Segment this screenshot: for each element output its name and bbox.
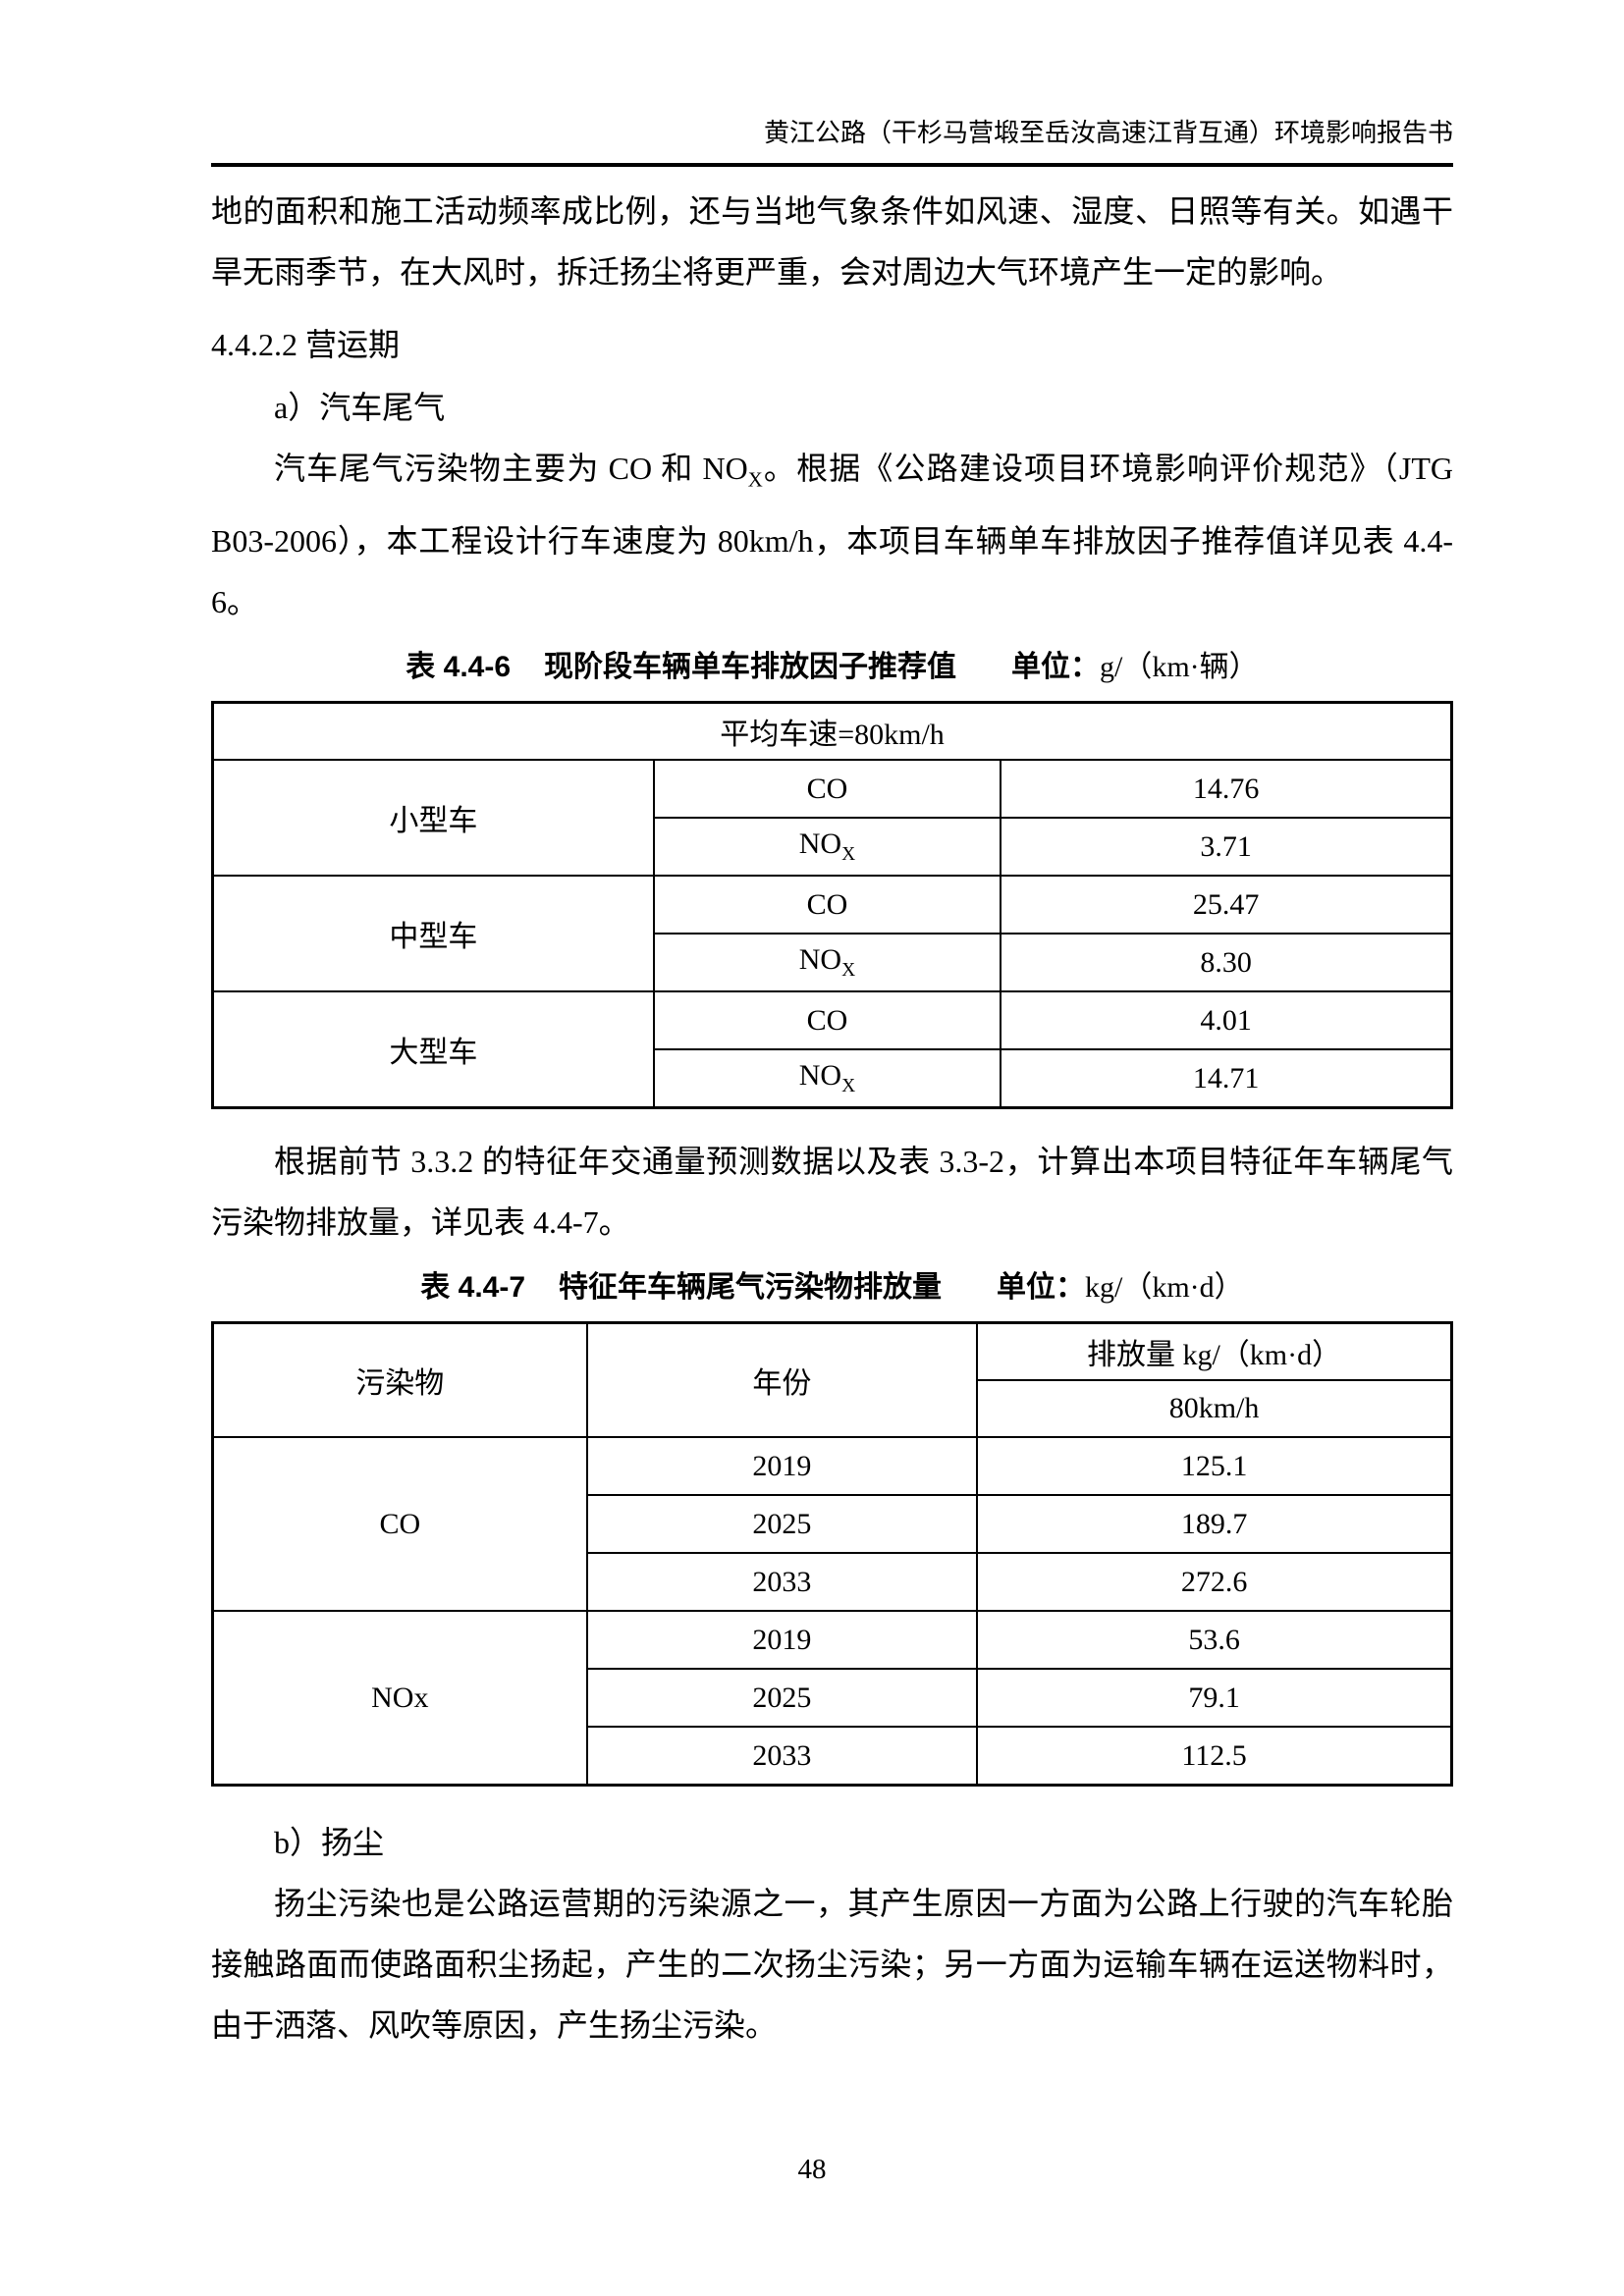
nox-label-base: NO — [798, 943, 842, 977]
year-cell: 2025 — [585, 1494, 979, 1555]
paragraph-exhaust-part1: 汽车尾气污染物主要为 CO 和 NO — [274, 451, 748, 486]
year-cell: 2019 — [585, 1610, 979, 1671]
table-4-4-6: 平均车速=80km/h 小型车 CO 14.76 NOX 3.71 中型车 CO… — [211, 701, 1453, 1110]
page-content: 黄江公路（干杉马营塅至岳汝高速江背互通）环境影响报告书 地的面积和施工活动频率成… — [211, 0, 1453, 2056]
table-row: 2033 272.6 — [213, 1552, 1453, 1613]
pollutant-nox-cell: NOX — [652, 933, 1002, 993]
running-header: 黄江公路（干杉马营塅至岳汝高速江背互通）环境影响报告书 — [211, 0, 1453, 167]
vehicle-large-cell: 大型车 — [211, 990, 655, 1109]
table-row: NOX 14.71 — [213, 1048, 1453, 1109]
pollutant-co-cell: CO — [652, 759, 1002, 820]
table-row: 大型车 CO 4.01 — [211, 990, 1453, 1109]
value-cell: 79.1 — [976, 1668, 1453, 1729]
table-447-unit-label: 单位： — [997, 1271, 1086, 1305]
vehicle-small-cell: 小型车 — [211, 759, 655, 878]
section-heading-4-4-2-2: 4.4.2.2 营运期 — [211, 327, 401, 362]
value-cell: 3.71 — [1000, 817, 1453, 878]
paragraph-continuation: 地的面积和施工活动频率成比例，还与当地气象条件如风速、湿度、日照等有关。如遇干旱… — [211, 193, 1453, 290]
table-446-caption-label: 表 4.4-6 — [406, 651, 512, 684]
table-447-header-row2: 80km/h — [213, 1379, 1453, 1439]
value-cell: 189.7 — [976, 1494, 1453, 1555]
pollutant-nox-cell: NOX — [652, 1048, 1002, 1109]
paragraph-traffic: 根据前节 3.3.2 的特征年交通量预测数据以及表 3.3-2，计算出本项目特征… — [211, 1144, 1453, 1241]
col-header-year: 年份 — [585, 1321, 979, 1439]
table-row: CO 2019 125.1 — [211, 1436, 1453, 1613]
year-cell: 2033 — [585, 1726, 979, 1787]
value-cell: 4.01 — [1000, 990, 1453, 1051]
table-447-header-row: 污染物 年份 排放量 kg/（km·d） — [211, 1321, 1453, 1439]
table-4-4-7: 污染物 年份 排放量 kg/（km·d） 80km/h CO 2019 125.… — [211, 1321, 1453, 1788]
table-row: 2033 112.5 — [213, 1726, 1453, 1787]
table-447-caption-title: 特征年车辆尾气污染物排放量 — [559, 1271, 943, 1305]
table-row: NOx 2019 53.6 — [211, 1610, 1453, 1787]
table-row: NOX 3.71 — [213, 817, 1453, 878]
nox-label-sub: X — [841, 844, 856, 866]
pollutant-nox-group-cell: NOx — [211, 1610, 588, 1787]
pollutant-co-cell: CO — [652, 990, 1002, 1051]
table-447-unit-value: kg/（km·d） — [1085, 1271, 1244, 1305]
table-446-speed-header: 平均车速=80km/h — [211, 701, 1453, 762]
col-header-emission: 排放量 kg/（km·d） — [976, 1321, 1453, 1382]
value-cell: 272.6 — [976, 1552, 1453, 1613]
table-row: 中型车 CO 25.47 — [211, 875, 1453, 993]
value-cell: 112.5 — [976, 1726, 1453, 1787]
table-446-unit-value: g/（km·辆） — [1100, 651, 1259, 684]
nox-label-base: NO — [798, 1059, 842, 1093]
paragraph-exhaust-part2: 。根据《公路建设项目环境影响评价规范》（JTG B03-2006），本工程设计行… — [211, 451, 1453, 620]
year-cell: 2033 — [585, 1552, 979, 1613]
table-446-caption: 表 4.4-6 现阶段车辆单车排放因子推荐值 单位：g/（km·辆） — [211, 646, 1453, 689]
table-row: NOX 8.30 — [213, 933, 1453, 993]
table-446-unit-label: 单位： — [1011, 651, 1101, 684]
col-header-pollutant: 污染物 — [211, 1321, 588, 1439]
nox-subscript: X — [747, 468, 763, 492]
year-cell: 2019 — [585, 1436, 979, 1497]
year-cell: 2025 — [585, 1668, 979, 1729]
pollutant-nox-cell: NOX — [652, 817, 1002, 878]
table-446-caption-title: 现阶段车辆单车排放因子推荐值 — [544, 651, 957, 684]
paragraph-dust: 扬尘污染也是公路运营期的污染源之一，其产生原因一方面为公路上行驶的汽车轮胎接触路… — [211, 1886, 1453, 2044]
nox-label-sub: X — [841, 1076, 856, 1097]
page-number: 48 — [797, 2154, 827, 2185]
col-header-speed: 80km/h — [976, 1379, 1453, 1439]
pollutant-co-group-cell: CO — [211, 1436, 588, 1613]
table-446-header-row: 平均车速=80km/h — [211, 701, 1453, 762]
table-447-caption-label: 表 4.4-7 — [420, 1271, 526, 1305]
nox-label-base: NO — [798, 828, 842, 861]
table-447-caption: 表 4.4-7 特征年车辆尾气污染物排放量 单位：kg/（km·d） — [211, 1266, 1453, 1309]
value-cell: 8.30 — [1000, 933, 1453, 993]
item-a-vehicle-exhaust: a）汽车尾气 — [274, 390, 446, 425]
table-row: 2025 189.7 — [213, 1494, 1453, 1555]
item-b-dust: b）扬尘 — [274, 1825, 385, 1861]
vehicle-medium-cell: 中型车 — [211, 875, 655, 993]
value-cell: 125.1 — [976, 1436, 1453, 1497]
table-row: 2025 79.1 — [213, 1668, 1453, 1729]
value-cell: 53.6 — [976, 1610, 1453, 1671]
value-cell: 14.76 — [1000, 759, 1453, 820]
paragraph-exhaust: 汽车尾气污染物主要为 CO 和 NOX。根据《公路建设项目环境影响评价规范》（J… — [211, 438, 1453, 632]
page-footer: 48 — [0, 2154, 1624, 2186]
value-cell: 25.47 — [1000, 875, 1453, 935]
value-cell: 14.71 — [1000, 1048, 1453, 1109]
pollutant-co-cell: CO — [652, 875, 1002, 935]
nox-label-sub: X — [841, 960, 856, 982]
table-row: 小型车 CO 14.76 — [211, 759, 1453, 878]
